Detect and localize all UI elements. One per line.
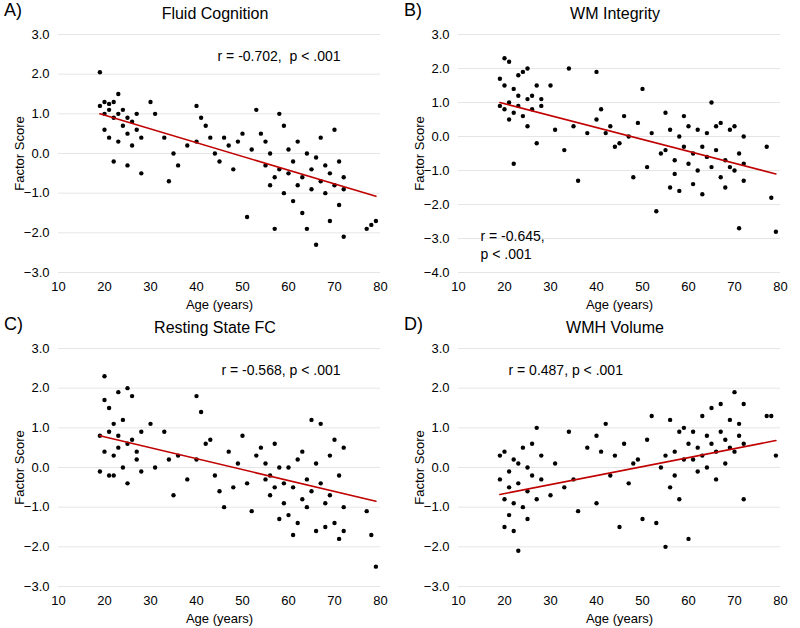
svg-text:60: 60 <box>281 279 295 294</box>
svg-text:70: 70 <box>327 593 341 608</box>
svg-text:−3.0: −3.0 <box>24 265 50 280</box>
svg-text:80: 80 <box>773 279 787 294</box>
svg-text:80: 80 <box>373 593 387 608</box>
svg-text:r = -0.702, p < .001: r = -0.702, p < .001 <box>218 48 341 64</box>
svg-text:−1.0: −1.0 <box>424 499 450 514</box>
svg-text:10: 10 <box>51 279 65 294</box>
svg-text:2.0: 2.0 <box>431 61 449 76</box>
svg-text:40: 40 <box>189 279 203 294</box>
svg-text:60: 60 <box>281 593 295 608</box>
svg-text:10: 10 <box>451 593 465 608</box>
html-text:Resting State FC: Resting State FC <box>154 319 276 336</box>
svg-text:−3.0: −3.0 <box>24 579 50 594</box>
svg-text:−4.0: −4.0 <box>424 265 450 280</box>
html-text:B): B) <box>404 0 422 20</box>
svg-text:10: 10 <box>451 279 465 294</box>
svg-text:2.0: 2.0 <box>31 66 49 81</box>
svg-text:r = 0.487, p < .001: r = 0.487, p < .001 <box>509 362 624 378</box>
svg-text:30: 30 <box>543 279 557 294</box>
svg-text:Factor Score: Factor Score <box>412 430 427 504</box>
svg-text:−3.0: −3.0 <box>424 231 450 246</box>
svg-text:3.0: 3.0 <box>431 341 449 356</box>
svg-text:60: 60 <box>681 593 695 608</box>
svg-text:10: 10 <box>51 593 65 608</box>
svg-text:−2.0: −2.0 <box>424 197 450 212</box>
svg-text:3.0: 3.0 <box>31 341 49 356</box>
svg-text:40: 40 <box>189 593 203 608</box>
html-text:Fluid Cognition: Fluid Cognition <box>161 5 269 22</box>
svg-text:0.0: 0.0 <box>31 460 49 475</box>
svg-text:1.0: 1.0 <box>31 106 49 121</box>
svg-text:30: 30 <box>543 593 557 608</box>
svg-text:40: 40 <box>589 279 603 294</box>
svg-text:Age (years): Age (years) <box>186 297 253 312</box>
svg-text:50: 50 <box>635 593 649 608</box>
svg-text:80: 80 <box>773 593 787 608</box>
svg-text:2.0: 2.0 <box>31 380 49 395</box>
svg-text:20: 20 <box>97 279 111 294</box>
svg-text:2.0: 2.0 <box>431 380 449 395</box>
svg-text:3.0: 3.0 <box>431 27 449 42</box>
html-text:WM Integrity: WM Integrity <box>570 5 660 22</box>
svg-text:50: 50 <box>235 279 249 294</box>
svg-text:−3.0: −3.0 <box>424 579 450 594</box>
svg-text:30: 30 <box>143 279 157 294</box>
svg-text:Age (years): Age (years) <box>186 611 253 626</box>
svg-text:Factor Score: Factor Score <box>12 430 27 504</box>
svg-text:20: 20 <box>497 279 511 294</box>
svg-text:0.0: 0.0 <box>431 460 449 475</box>
svg-text:70: 70 <box>327 279 341 294</box>
svg-text:r = -0.568, p < .001: r = -0.568, p < .001 <box>221 362 340 378</box>
svg-text:−1.0: −1.0 <box>424 163 450 178</box>
html-text:A): A) <box>4 0 22 20</box>
html-text:D): D) <box>404 314 423 334</box>
svg-text:−2.0: −2.0 <box>24 225 50 240</box>
svg-text:−2.0: −2.0 <box>24 539 50 554</box>
svg-text:50: 50 <box>635 279 649 294</box>
svg-text:Factor Score: Factor Score <box>12 116 27 190</box>
svg-text:70: 70 <box>727 279 741 294</box>
svg-text:−2.0: −2.0 <box>424 539 450 554</box>
svg-text:70: 70 <box>727 593 741 608</box>
svg-text:3.0: 3.0 <box>31 27 49 42</box>
svg-text:30: 30 <box>143 593 157 608</box>
svg-text:40: 40 <box>589 593 603 608</box>
html-text:C): C) <box>4 314 23 334</box>
svg-text:−1.0: −1.0 <box>24 185 50 200</box>
svg-text:0.0: 0.0 <box>431 129 449 144</box>
svg-text:50: 50 <box>235 593 249 608</box>
svg-text:Age (years): Age (years) <box>586 611 653 626</box>
svg-text:1.0: 1.0 <box>31 420 49 435</box>
svg-text:1.0: 1.0 <box>431 95 449 110</box>
svg-text:0.0: 0.0 <box>31 146 49 161</box>
svg-text:−1.0: −1.0 <box>24 499 50 514</box>
svg-text:60: 60 <box>681 279 695 294</box>
svg-text:Age (years): Age (years) <box>586 297 653 312</box>
svg-text:r = -0.645,p < .001: r = -0.645,p < .001 <box>481 228 545 262</box>
svg-text:20: 20 <box>497 593 511 608</box>
svg-text:80: 80 <box>373 279 387 294</box>
svg-text:20: 20 <box>97 593 111 608</box>
html-text:WMH Volume: WMH Volume <box>566 319 664 336</box>
svg-text:Factor Score: Factor Score <box>412 116 427 190</box>
svg-text:1.0: 1.0 <box>431 420 449 435</box>
